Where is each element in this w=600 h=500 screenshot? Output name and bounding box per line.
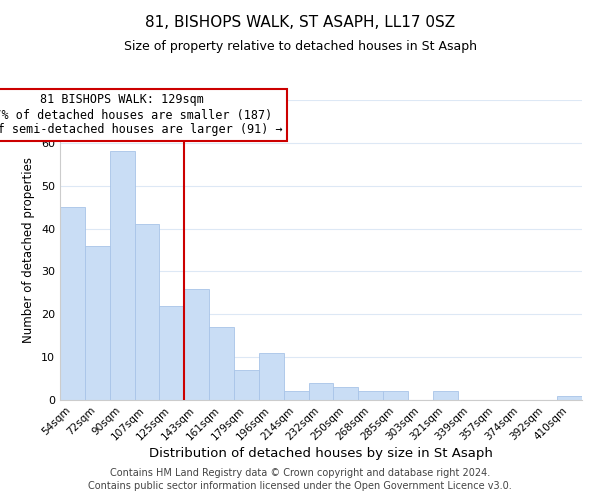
- Bar: [60, 207, 85, 400]
- Bar: [160, 306, 184, 400]
- Y-axis label: Number of detached properties: Number of detached properties: [22, 157, 35, 343]
- Bar: [383, 392, 408, 400]
- Bar: [308, 383, 334, 400]
- Bar: [209, 327, 234, 400]
- Bar: [234, 370, 259, 400]
- Text: Contains HM Land Registry data © Crown copyright and database right 2024.: Contains HM Land Registry data © Crown c…: [110, 468, 490, 477]
- Bar: [259, 353, 284, 400]
- Bar: [557, 396, 582, 400]
- Bar: [85, 246, 110, 400]
- Text: 81, BISHOPS WALK, ST ASAPH, LL17 0SZ: 81, BISHOPS WALK, ST ASAPH, LL17 0SZ: [145, 15, 455, 30]
- Bar: [334, 387, 358, 400]
- Text: Size of property relative to detached houses in St Asaph: Size of property relative to detached ho…: [124, 40, 476, 53]
- Text: Contains public sector information licensed under the Open Government Licence v3: Contains public sector information licen…: [88, 481, 512, 491]
- X-axis label: Distribution of detached houses by size in St Asaph: Distribution of detached houses by size …: [149, 448, 493, 460]
- Bar: [184, 288, 209, 400]
- Text: 81 BISHOPS WALK: 129sqm
← 67% of detached houses are smaller (187)
33% of semi-d: 81 BISHOPS WALK: 129sqm ← 67% of detache…: [0, 94, 283, 136]
- Bar: [358, 392, 383, 400]
- Bar: [110, 152, 134, 400]
- Bar: [134, 224, 160, 400]
- Bar: [284, 392, 308, 400]
- Bar: [433, 392, 458, 400]
